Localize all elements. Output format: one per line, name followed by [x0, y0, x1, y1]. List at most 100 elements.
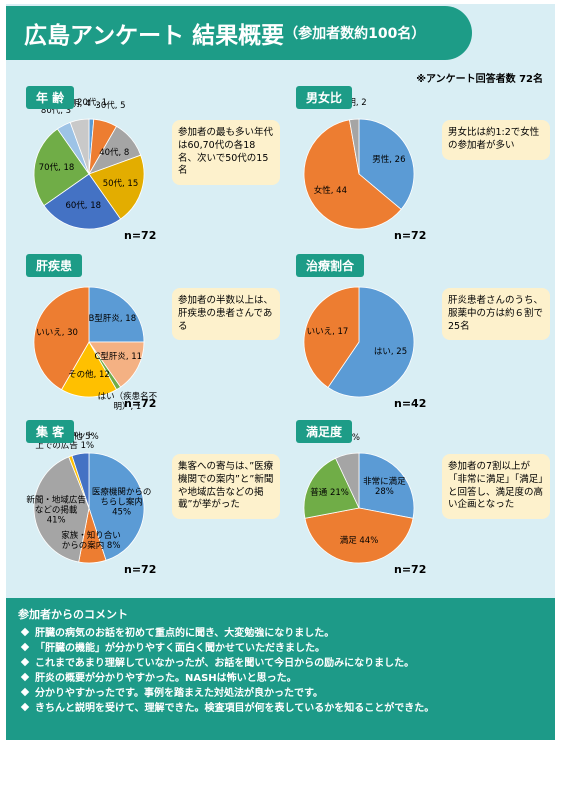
comment: 肝臓の病気のお話を初めて重点的に聞き、大変勉強になりました。	[20, 626, 434, 641]
comment: きちんと説明を受けて、理解できた。検査項目が何を表しているかを知ることができた。	[20, 701, 435, 716]
pie-slice	[303, 457, 360, 519]
slice-label: 70代, 18	[38, 163, 75, 174]
slice-label: 不明, 4	[62, 98, 91, 109]
sample-size: n=72	[394, 229, 427, 242]
pie	[303, 118, 415, 230]
chart-panel: 男性, 26 女性, 44 不明, 2 男女比男女比は約1:2で女性の参加者が多い n=…	[284, 86, 550, 256]
pie-slice	[348, 118, 360, 175]
bullet	[20, 642, 30, 652]
comment-text: きちんと説明を受けて、理解できた。検査項目が何を表しているかを知ることができた。	[35, 703, 435, 714]
annotation: 参加者の半数以上は、肝疾患の患者さんである	[172, 288, 280, 341]
pie	[33, 452, 145, 564]
pie-slice	[88, 154, 145, 220]
annotation: 男女比は約1:2で女性の参加者が多い	[442, 120, 550, 160]
pie-slice	[33, 128, 90, 207]
bullet	[20, 687, 30, 697]
chart-title: 肝疾患	[26, 254, 83, 277]
slice-label: 新聞・地域広告などの掲載 41%	[26, 495, 86, 527]
chart-panel: はい, 25 いいえ, 17 治療割合肝炎患者さんのうち、服薬中の方は約６割で25名…	[284, 254, 550, 424]
pie-slice	[88, 286, 145, 343]
slice-label: 男性, 26	[372, 154, 406, 165]
pie-slice	[303, 119, 402, 230]
header: 広島アンケート 結果概要 （参加者数約100名）	[6, 6, 472, 60]
slice-label: 80代, 3	[40, 105, 72, 116]
slice-label: 満足 44%	[339, 535, 379, 546]
pie-slice	[304, 507, 414, 564]
comment-text: 肝炎の概要が分かりやすかった。NASHは怖いと思った。	[35, 673, 297, 684]
comment-text: 「肝臓の機能」が分かりやすく面白く聞かせていただきました。	[35, 643, 325, 654]
slice-label: C型肝炎, 11	[94, 352, 143, 363]
slice-label: 不明, 2	[338, 97, 367, 108]
comment: 分かりやすかったです。事例を踏まえた対処法が良かったです。	[20, 686, 434, 701]
sample-size: n=42	[394, 397, 427, 410]
pie-slice	[33, 286, 90, 391]
chart-panel: B型肝炎, 18 C型肝炎, 11 はい（疾患名不明）, 1 その他, 12 いいえ, …	[14, 254, 280, 424]
pie-slice	[60, 341, 118, 398]
slice-label: 非常に満足 28%	[363, 476, 406, 497]
annotation: 集客への寄与は、”医療機関での案内”と”新聞や地域広告などの掲載”が挙がった	[172, 454, 280, 520]
pie	[33, 286, 145, 398]
comment-text: 分かりやすかったです。事例を踏まえた対処法が良かったです。	[35, 688, 323, 699]
sample-size: n=72	[124, 229, 157, 242]
chart-title: 満足度	[296, 420, 353, 443]
comment: 肝炎の概要が分かりやすかった。NASHは怖いと思った。	[20, 671, 434, 686]
slice-label: 医療機関からのちらし案内 45%	[91, 487, 152, 518]
subtitle: （参加者数約100名）	[284, 26, 426, 42]
slice-label: B型肝炎, 18	[88, 313, 137, 324]
chart-panel: 非常に満足 28%満足 44%普通 21%不明 7%満足度参加者の7割以上が「非…	[284, 420, 550, 590]
bullet	[20, 657, 30, 667]
annotation: 肝炎患者さんのうち、服薬中の方は約６割で25名	[442, 288, 550, 341]
bullet	[20, 627, 30, 637]
annotation: 参加者の7割以上が「非常に満足」「満足」と回答し、満足度の高い企画となった	[442, 454, 550, 520]
sample-size: n=72	[124, 397, 157, 410]
slice-label: 50代, 15	[102, 178, 139, 189]
slice-label: 30代, 5	[95, 100, 126, 111]
pie-slice	[327, 286, 415, 398]
comments: 参加者からのコメント 肝臓の病気のお話を初めて重点的に聞き、大変勉強になりました…	[6, 598, 555, 740]
comment: これまであまり理解していなかったが、お話を聞いて今日からの励みになりました。	[20, 656, 434, 671]
slice-label: 女性, 44	[313, 185, 348, 196]
slice-label: はい（疾患名不明）, 1	[97, 392, 158, 413]
slice-label: その他, 12	[68, 369, 110, 380]
pie-slice	[358, 452, 415, 519]
chart-panel: 20代, 1 30代, 5 40代, 8 50代, 15 60代, 18 70代, 18 8…	[14, 86, 280, 256]
note: ※アンケート回答者数 72名	[416, 74, 543, 85]
comments-title: 参加者からのコメント	[18, 608, 128, 621]
slice-label: 家族・知り合いからの案内 8%	[61, 530, 121, 551]
pie-slice	[69, 118, 90, 175]
pie-slice	[303, 286, 360, 388]
slice-label: 40代, 8	[99, 147, 130, 158]
pie-slice	[33, 456, 90, 563]
chart-title: 男女比	[296, 86, 353, 109]
comment-text: これまであまり理解していなかったが、お話を聞いて今日からの励みになりました。	[35, 658, 415, 669]
comment-text: 肝臓の病気のお話を初めて重点的に聞き、大変勉強になりました。	[35, 628, 335, 639]
pie-slice	[335, 452, 360, 509]
slice-label: 普通 21%	[310, 487, 349, 498]
chart-title: 集 客	[26, 420, 75, 443]
slice-label: いいえ, 17	[306, 327, 349, 338]
annotation: 参加者の最も多い年代は60,70代の各18名、次いで50代の15名	[172, 120, 280, 186]
chart-title: 年 齢	[26, 86, 75, 109]
chart-title: 治療割合	[296, 254, 365, 277]
slice-label: 60代, 18	[65, 201, 102, 212]
bullet	[20, 702, 30, 712]
slice-label: その他 5%	[56, 432, 99, 443]
pie-slice	[358, 118, 415, 210]
slice-label: 20代, 1	[77, 97, 108, 108]
pie-slice	[88, 452, 145, 561]
sample-size: n=72	[124, 563, 157, 576]
pie-slice	[43, 173, 122, 230]
title: 広島アンケート 結果概要	[24, 23, 285, 49]
pie-slice	[88, 341, 145, 388]
pie	[303, 286, 415, 398]
chart-panel: 医療機関からのちらし案内 45% 家族・知り合いからの案内 8% 新聞・地域広告など…	[14, 420, 280, 590]
comment: 「肝臓の機能」が分かりやすく面白く聞かせていただきました。	[20, 641, 434, 656]
pie-slice	[71, 452, 90, 509]
sample-size: n=72	[394, 563, 427, 576]
bullet	[20, 672, 30, 682]
slice-label: いいえ, 30	[36, 328, 78, 339]
comments-list: 肝臓の病気のお話を初めて重点的に聞き、大変勉強になりました。 「肝臓の機能」が分か…	[20, 626, 435, 716]
pie	[303, 452, 415, 564]
slice-label: はい, 25	[373, 346, 408, 357]
